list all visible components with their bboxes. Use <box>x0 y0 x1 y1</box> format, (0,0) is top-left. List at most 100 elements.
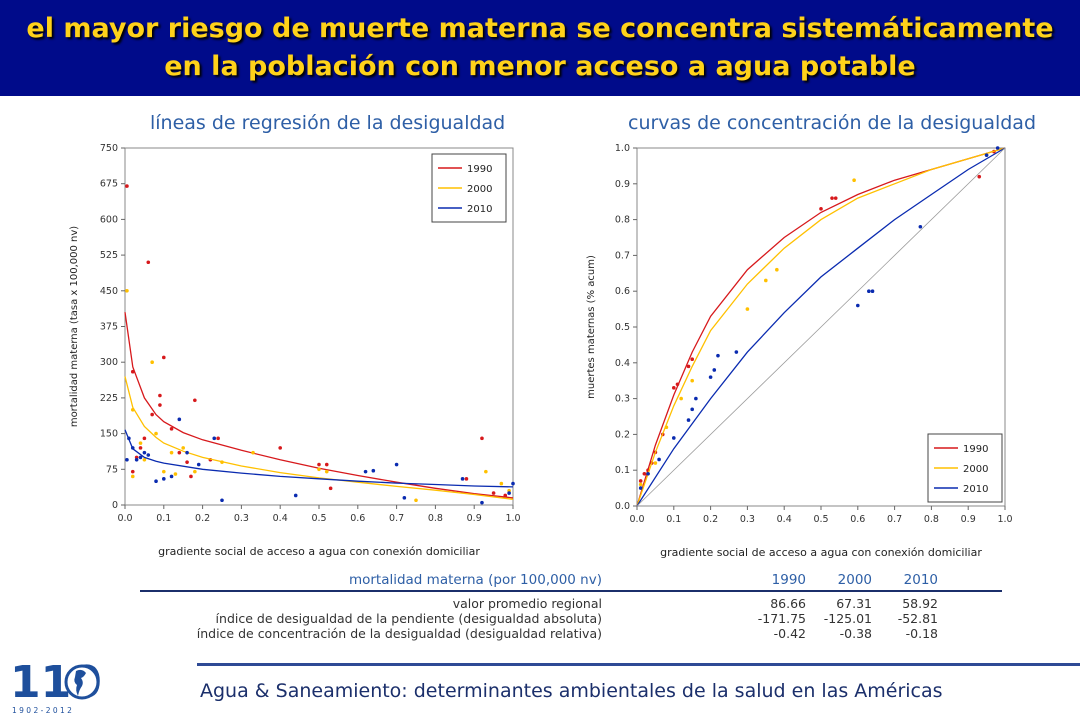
footer-text: Agua & Saneamiento: determinantes ambien… <box>200 680 943 702</box>
x-tick-label: 0.7 <box>389 513 404 524</box>
regression-chart: 0.0 0.1 0.2 0.3 0.4 0.5 0.6 0.7 0.8 0.9 1.0 0 75 150 2… <box>69 143 521 558</box>
x-tick-label: 0.9 <box>961 514 976 525</box>
x-tick-label: 0.3 <box>740 514 755 525</box>
x-tick-label: 0.4 <box>777 514 792 525</box>
data-point-1990 <box>193 398 197 403</box>
data-point-1990 <box>686 364 691 369</box>
data-point-2010 <box>712 368 717 372</box>
data-point-1990 <box>146 260 151 265</box>
y-tick-label: 675 <box>100 179 118 190</box>
table-header-2000: 2000 <box>837 572 872 588</box>
header-banner: el mayor riesgo de muerte materna se con… <box>0 0 1080 96</box>
data-point-2010 <box>169 474 174 479</box>
summary-table: mortalidad materna (por 100,000 nv) 1990… <box>140 570 1002 641</box>
footer-divider <box>197 663 1080 666</box>
data-point-2010 <box>371 468 376 473</box>
x-tick-label: 0.8 <box>428 513 443 524</box>
row-label: valor promedio regional <box>452 596 602 611</box>
data-point-2010 <box>146 453 151 457</box>
y-tick-label: 0.5 <box>615 322 630 333</box>
data-point-1990 <box>819 207 823 211</box>
data-point-2010 <box>142 450 147 455</box>
data-point-2010 <box>918 224 923 229</box>
y-tick-label: 0.7 <box>615 250 630 261</box>
americas-icon <box>74 669 86 696</box>
fit-line-2010 <box>124 429 514 488</box>
data-point-2000 <box>173 472 178 476</box>
legend-label-2010: 2010 <box>963 484 988 495</box>
data-point-2010 <box>694 396 698 401</box>
data-point-2000 <box>484 469 488 474</box>
data-point-2010 <box>856 303 860 308</box>
data-point-2010 <box>154 479 158 484</box>
y-axis-label: mortalidad materna (tasa x 100,000 nv) <box>69 226 80 427</box>
cell-2000: -125.01 <box>823 611 872 626</box>
data-point-2000 <box>220 460 224 464</box>
x-tick-label: 1.0 <box>505 513 520 524</box>
table-row: valor promedio regional 86.66 67.31 58.9… <box>140 596 1002 611</box>
x-tick-label: 0.7 <box>887 514 902 525</box>
data-point-2000 <box>193 469 197 474</box>
cell-2010: -52.81 <box>897 611 938 626</box>
data-point-2010 <box>212 436 217 441</box>
data-point-2000 <box>130 408 135 412</box>
legend-label-1990: 1990 <box>467 164 492 175</box>
data-point-2000 <box>181 446 185 450</box>
row-label: índice de concentración de la desigualda… <box>196 626 602 641</box>
x-tick-label: 0.1 <box>666 514 681 525</box>
logo-years: 1 9 0 2 - 2 0 1 2 <box>12 706 72 715</box>
cell-1990: -0.42 <box>773 626 806 641</box>
data-point-2010 <box>162 477 166 481</box>
data-point-1990 <box>638 479 643 483</box>
data-point-1990 <box>189 474 193 479</box>
data-point-2000 <box>317 467 321 472</box>
table-row: índice de desigualdad de la pendiente (d… <box>140 611 1002 626</box>
y-tick-label: 0.1 <box>615 465 630 476</box>
fit-line-1990 <box>124 312 514 499</box>
data-point-2010 <box>196 462 201 467</box>
legend-label-2000: 2000 <box>963 464 988 475</box>
data-point-1990 <box>158 403 162 407</box>
equality-line <box>636 147 1006 507</box>
y-tick-label: 0.4 <box>615 358 630 369</box>
x-tick-label: 0.2 <box>703 514 718 525</box>
y-tick-label: 600 <box>100 214 118 225</box>
data-point-2010 <box>177 417 182 422</box>
data-point-2000 <box>154 431 158 436</box>
data-point-2000 <box>130 474 135 479</box>
data-point-1990 <box>138 446 143 450</box>
fit-line-2010 <box>636 147 1006 507</box>
data-point-2000 <box>664 425 669 430</box>
x-tick-label: 0.5 <box>813 514 828 525</box>
data-point-2010 <box>716 353 720 358</box>
fit-line-2000 <box>636 147 1006 507</box>
data-point-2000 <box>414 498 418 503</box>
data-point-1990 <box>125 184 129 188</box>
data-point-2000 <box>138 441 143 445</box>
data-point-2010 <box>657 457 661 462</box>
data-point-1990 <box>833 196 838 200</box>
data-point-2010 <box>672 436 676 440</box>
concentration-chart: 0.0 0.1 0.2 0.3 0.4 0.5 0.6 0.7 0.8 0.9 1.0 0.0 0.1 0… <box>586 143 1013 559</box>
data-point-1990 <box>503 493 508 498</box>
data-point-2000 <box>745 307 750 311</box>
table-header: mortalidad materna (por 100,000 nv) 1990… <box>140 570 1002 592</box>
data-point-1990 <box>830 196 834 200</box>
data-point-1990 <box>162 355 166 360</box>
x-tick-label: 0.0 <box>629 514 644 525</box>
cell-1990: -171.75 <box>757 611 806 626</box>
table-header-1990: 1990 <box>771 572 806 588</box>
data-point-2010 <box>511 481 515 486</box>
data-point-2010 <box>127 436 131 441</box>
data-point-2000 <box>324 469 329 474</box>
data-point-2000 <box>125 289 129 293</box>
legend-label-2010: 2010 <box>467 204 492 215</box>
data-point-1990 <box>130 369 135 374</box>
right-chart-title: curvas de concentración de la desigualda… <box>628 112 1037 134</box>
y-tick-label: 225 <box>100 393 118 404</box>
cell-2010: 58.92 <box>902 596 938 611</box>
data-point-2010 <box>690 407 694 412</box>
data-point-2010 <box>293 493 298 498</box>
data-point-2010 <box>185 450 189 455</box>
data-point-2010 <box>646 471 650 476</box>
